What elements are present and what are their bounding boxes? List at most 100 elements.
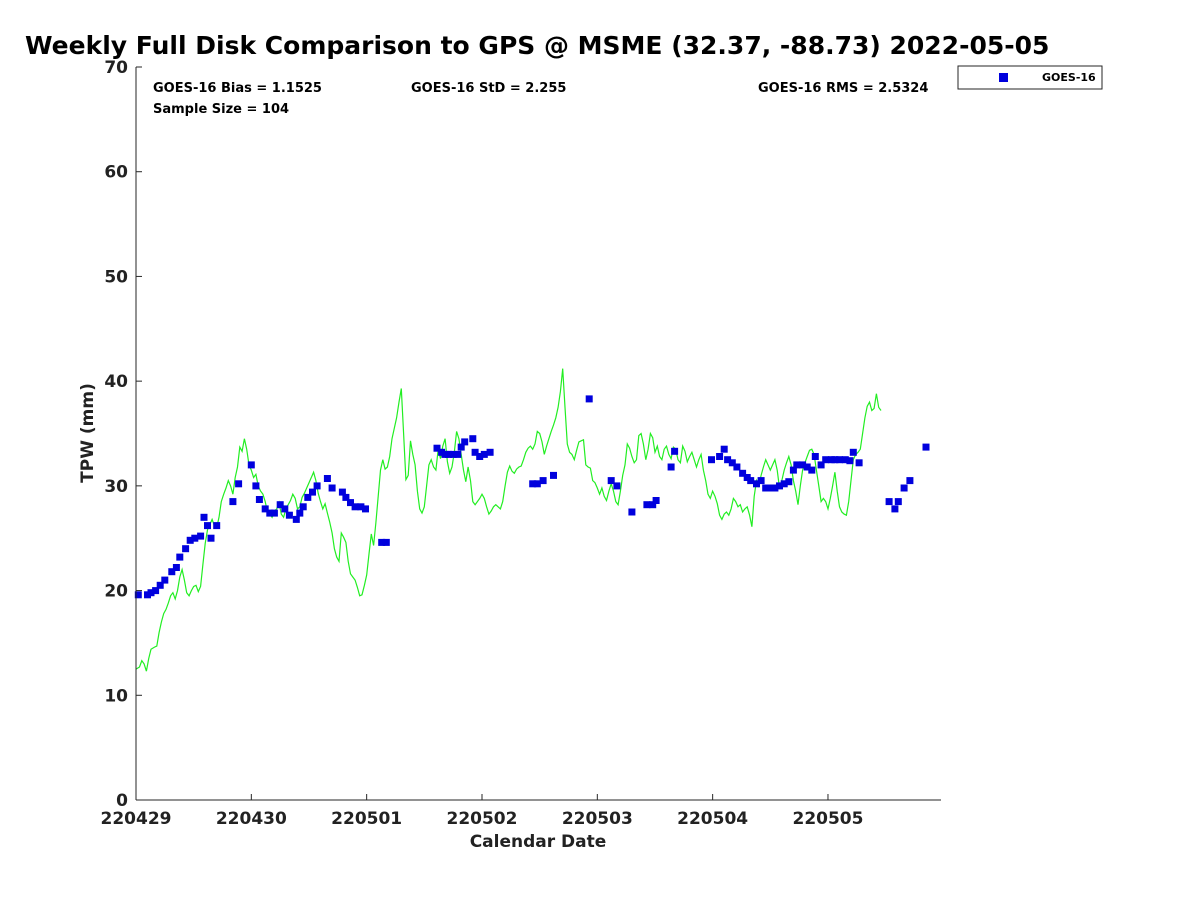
- goes-point: [342, 493, 350, 501]
- x-tick-label: 220501: [331, 809, 402, 829]
- goes-point: [445, 450, 452, 458]
- goes-point: [793, 461, 801, 469]
- goes-point: [739, 469, 747, 477]
- goes-point: [724, 456, 732, 464]
- goes-point: [449, 450, 457, 458]
- goes-point: [753, 480, 760, 488]
- goes-point: [613, 482, 621, 490]
- goes-point: [351, 503, 359, 511]
- goes-point: [454, 450, 462, 458]
- plot-area: [134, 368, 930, 672]
- goes-point: [207, 534, 215, 542]
- goes-point: [213, 522, 221, 530]
- goes-point: [894, 498, 902, 506]
- goes-point: [900, 484, 908, 492]
- goes-point: [607, 477, 615, 485]
- goes-point: [457, 443, 465, 451]
- x-ticks: 220429 220430 220501 220502 220503 220504 2205…: [101, 794, 863, 829]
- y-axis-label: TPW (mm): [78, 383, 98, 483]
- goes-point: [822, 456, 830, 464]
- goes-point: [197, 532, 205, 540]
- gps-series: [135, 368, 882, 672]
- goes-point: [922, 443, 930, 451]
- goes-point: [270, 509, 278, 517]
- goes-point: [161, 576, 169, 584]
- y-tick-label: 0: [116, 791, 128, 811]
- x-tick-label: 220504: [677, 809, 748, 829]
- goes-point: [836, 456, 843, 464]
- goes-point: [906, 477, 914, 485]
- goes-point: [382, 538, 390, 546]
- goes-point: [728, 459, 736, 467]
- goes-point: [182, 545, 190, 553]
- goes-point: [266, 509, 274, 517]
- goes-point: [799, 461, 807, 469]
- goes-point: [347, 499, 354, 507]
- goes-point: [817, 461, 825, 469]
- goes-point: [643, 501, 651, 509]
- goes-point: [357, 503, 365, 511]
- x-tick-label: 220503: [562, 809, 633, 829]
- y-tick-label: 60: [104, 163, 128, 183]
- goes-point: [378, 538, 386, 546]
- goes-point: [480, 450, 488, 458]
- goes-point: [204, 522, 211, 530]
- goes-point: [433, 444, 441, 452]
- goes-point: [313, 482, 321, 490]
- goes-point: [667, 463, 675, 471]
- goes-point: [533, 480, 541, 488]
- bias-stat: GOES-16 Bias = 1.1525: [153, 81, 322, 96]
- goes-point: [671, 447, 679, 455]
- goes-point: [362, 505, 369, 513]
- legend-marker: [999, 73, 1008, 82]
- goes-point: [762, 484, 770, 492]
- y-tick-label: 20: [104, 582, 128, 602]
- goes-point: [486, 448, 494, 456]
- legend-label: GOES-16: [1042, 71, 1096, 84]
- stats-annotations: GOES-16 Bias = 1.1525 GOES-16 StD = 2.25…: [153, 81, 928, 117]
- x-tick-label: 220430: [216, 809, 287, 829]
- goes-point: [176, 553, 184, 561]
- goes-point: [172, 564, 180, 571]
- goes-point: [720, 445, 728, 453]
- goes-point: [846, 457, 854, 465]
- goes-point: [789, 466, 797, 474]
- goes-point: [716, 453, 724, 460]
- rms-stat: GOES-16 RMS = 2.5324: [758, 81, 928, 96]
- goes-point: [469, 435, 477, 443]
- goes-point: [757, 477, 765, 485]
- legend-box: [957, 65, 1103, 90]
- sample-size-stat: Sample Size = 104: [153, 102, 289, 117]
- goes-point: [156, 581, 164, 589]
- goes-point: [811, 453, 819, 460]
- goes-point: [476, 453, 484, 460]
- y-tick-label: 10: [104, 686, 128, 706]
- goes-point: [747, 477, 755, 485]
- goes-point: [285, 511, 293, 519]
- x-axis-label: Calendar Date: [470, 832, 607, 852]
- goes-point: [296, 509, 304, 517]
- goes-point: [776, 482, 783, 490]
- goes-point: [529, 480, 537, 488]
- goes-point: [276, 501, 284, 509]
- goes-point: [229, 498, 237, 506]
- goes-point: [585, 395, 593, 403]
- goes-point: [252, 482, 260, 490]
- y-tick-label: 30: [104, 477, 128, 497]
- goes-point: [261, 505, 269, 513]
- goes-point: [733, 463, 741, 471]
- y-tick-label: 40: [104, 372, 128, 392]
- goes-point: [841, 456, 849, 464]
- goes-point: [550, 471, 557, 479]
- goes-point: [247, 461, 255, 469]
- goes-point: [803, 463, 811, 471]
- goes-point: [255, 496, 263, 503]
- goes-point: [471, 448, 479, 456]
- goes-point: [147, 589, 155, 597]
- y-tick-label: 70: [104, 58, 128, 78]
- goes-point: [338, 488, 346, 496]
- goes-point: [191, 534, 199, 542]
- goes-point: [885, 498, 893, 506]
- goes-point: [304, 493, 312, 501]
- goes-point: [281, 505, 289, 513]
